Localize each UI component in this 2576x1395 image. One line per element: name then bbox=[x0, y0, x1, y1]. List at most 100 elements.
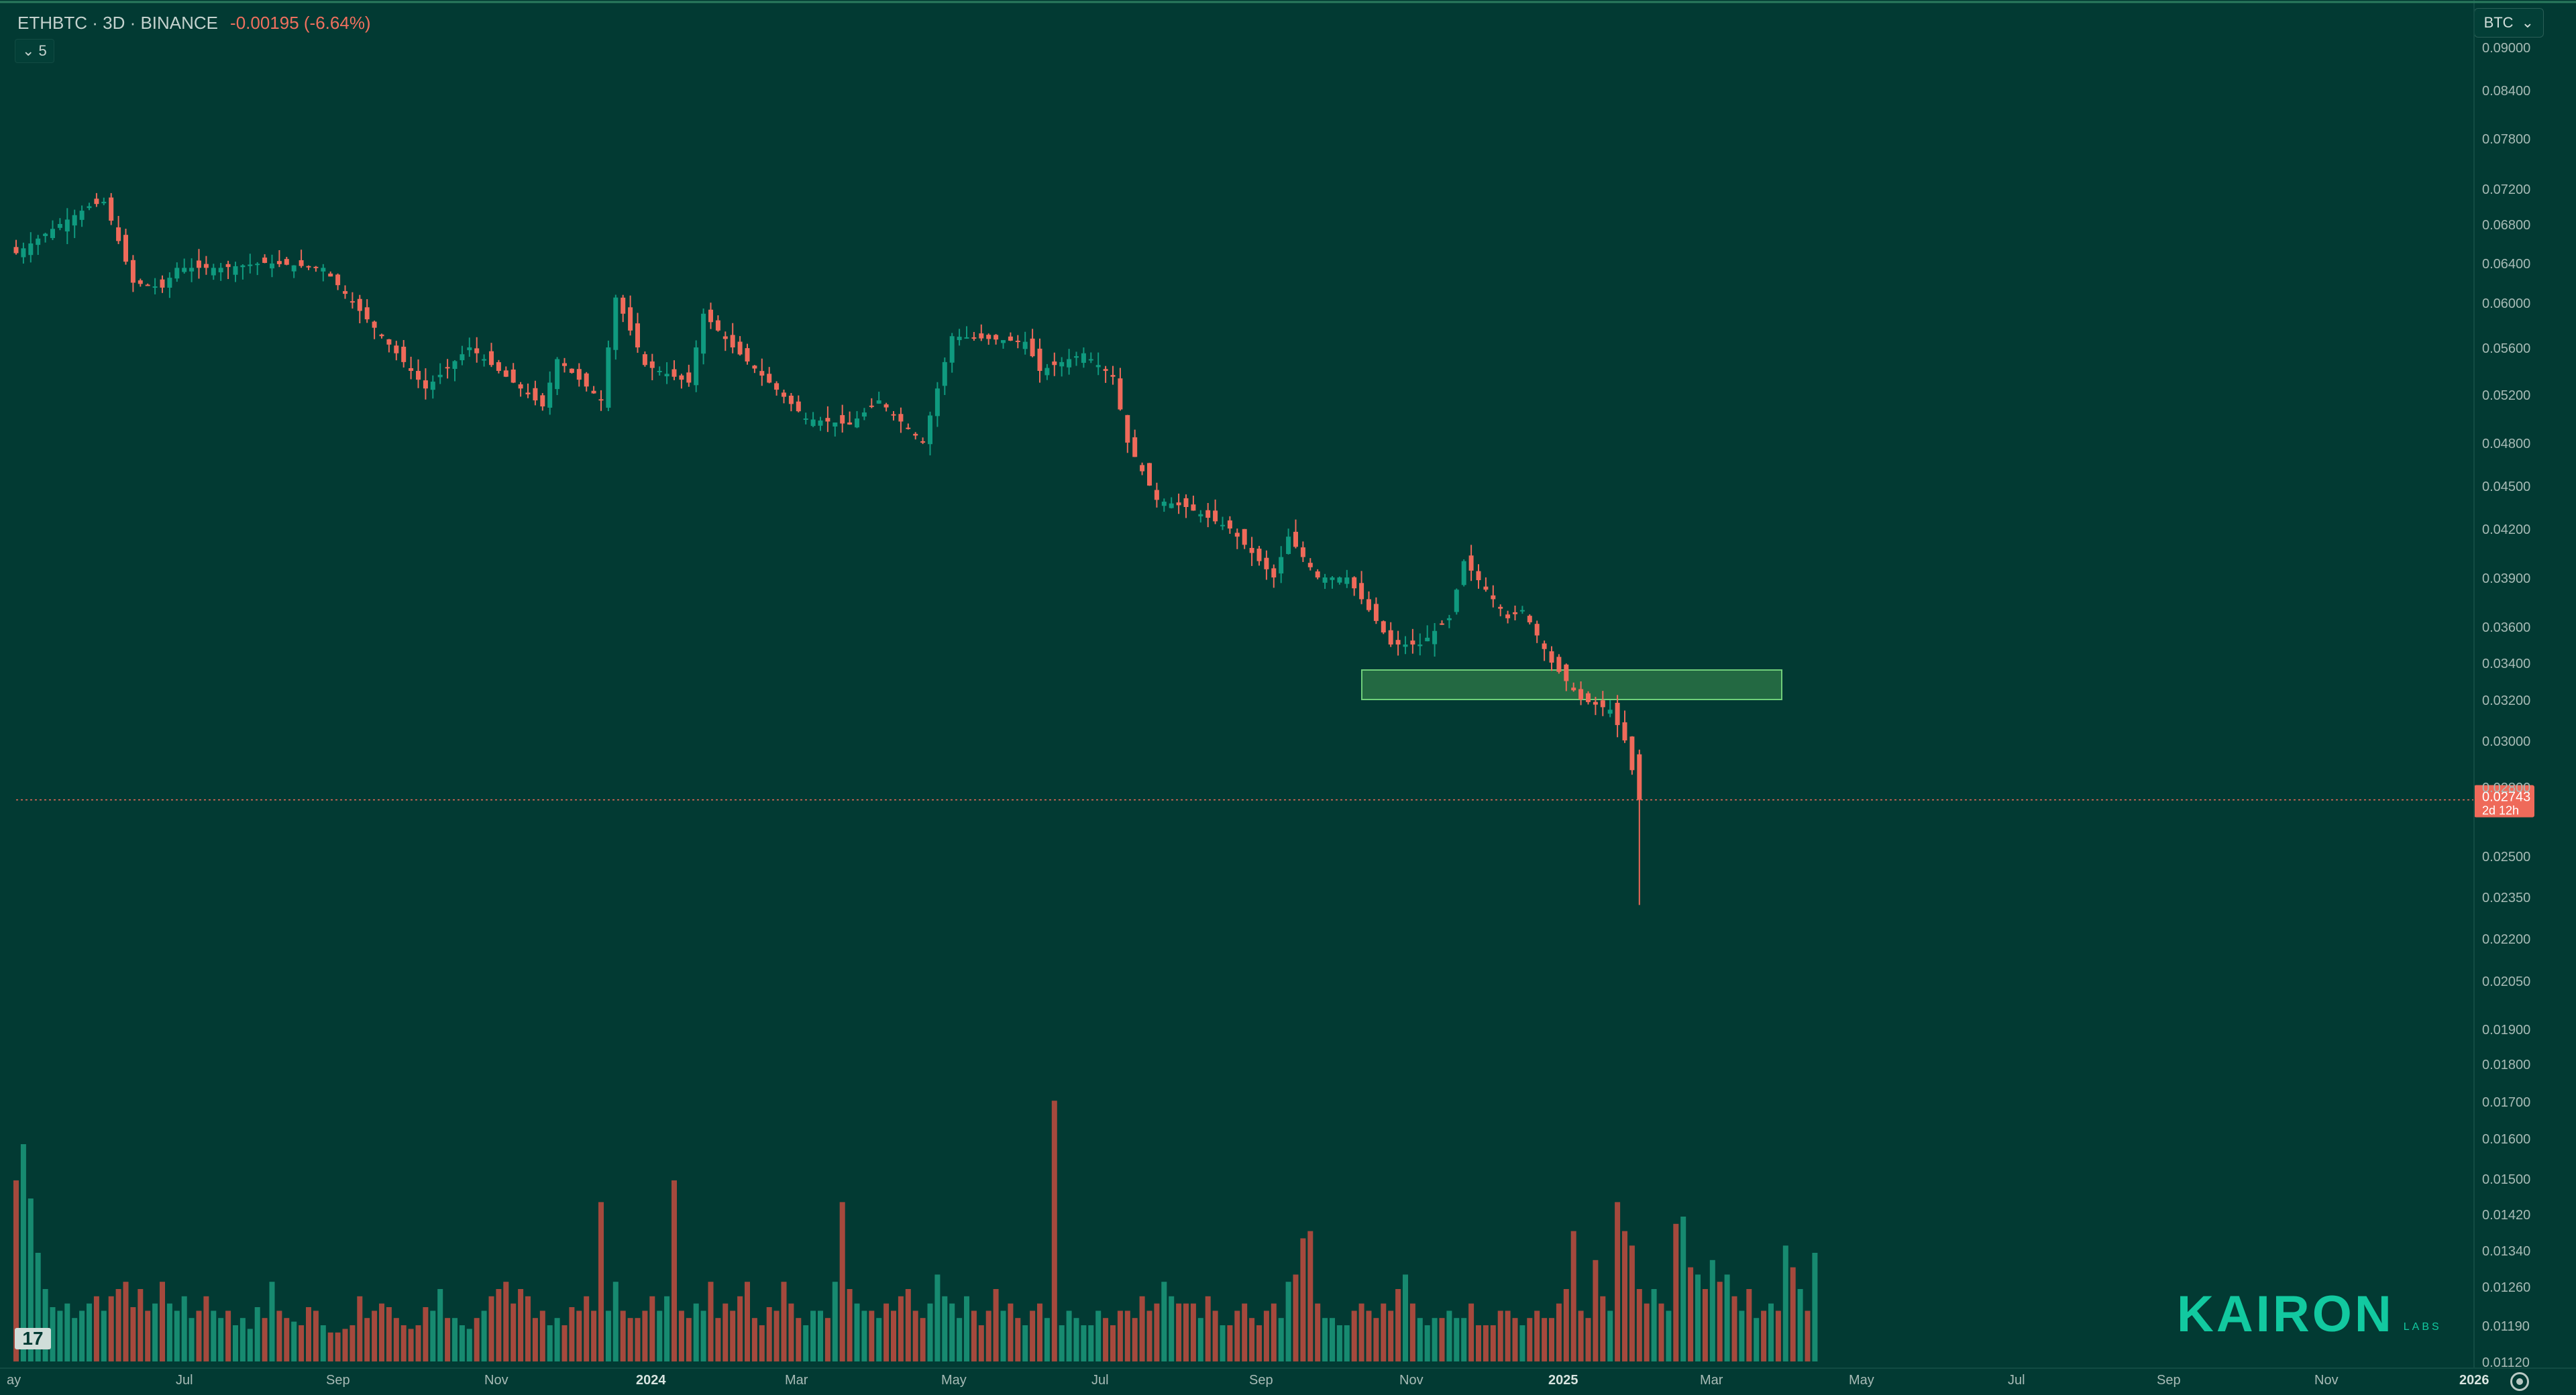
candle-body bbox=[869, 405, 874, 407]
candle-body bbox=[1161, 502, 1167, 506]
gear-icon[interactable] bbox=[2510, 1372, 2529, 1391]
volume-bar bbox=[1205, 1296, 1211, 1361]
candle-body bbox=[569, 368, 574, 373]
candle-body bbox=[445, 367, 450, 369]
candle-body bbox=[1088, 359, 1093, 361]
candle-body bbox=[1022, 341, 1028, 349]
volume-bar bbox=[1366, 1310, 1372, 1361]
volume-bar bbox=[554, 1318, 560, 1361]
candle-body bbox=[313, 266, 319, 268]
candle-body bbox=[64, 219, 70, 232]
volume-bar bbox=[1300, 1238, 1306, 1361]
candle-body bbox=[1403, 645, 1408, 647]
volume-bar bbox=[488, 1296, 494, 1361]
candle-body bbox=[437, 374, 443, 378]
volume-bar bbox=[1088, 1325, 1094, 1361]
candle-body bbox=[1154, 490, 1159, 500]
y-tick-label: 0.06000 bbox=[2482, 296, 2530, 311]
volume-bar bbox=[218, 1318, 224, 1361]
candle-body bbox=[1381, 621, 1386, 632]
candle-body bbox=[423, 380, 428, 389]
volume-bar bbox=[1812, 1253, 1818, 1361]
volume-bar bbox=[773, 1310, 780, 1361]
volume-bar bbox=[393, 1318, 399, 1361]
candle-body bbox=[503, 370, 508, 377]
y-tick-label: 0.07200 bbox=[2482, 182, 2530, 197]
volume-bar bbox=[730, 1310, 736, 1361]
candle-body bbox=[101, 201, 107, 204]
candle-body bbox=[979, 333, 984, 339]
y-tick-label: 0.01120 bbox=[2482, 1355, 2530, 1370]
y-tick-label: 0.02350 bbox=[2482, 891, 2530, 905]
volume-bar bbox=[306, 1307, 311, 1361]
candle-body bbox=[1081, 353, 1086, 363]
indicator-toggle[interactable]: ⌄ 5 bbox=[15, 39, 54, 63]
candle-body bbox=[1388, 630, 1393, 645]
candle-body bbox=[240, 265, 246, 268]
candle-body bbox=[1483, 586, 1489, 590]
candle-body bbox=[72, 215, 77, 226]
currency-selector[interactable]: BTC ⌄ bbox=[2473, 8, 2544, 38]
volume-bar bbox=[657, 1310, 663, 1361]
candle-body bbox=[657, 371, 662, 372]
symbol-label[interactable]: ETHBTC · 3D · BINANCE bbox=[17, 12, 219, 33]
candle-body bbox=[1234, 533, 1240, 537]
candle-body bbox=[1578, 689, 1584, 700]
volume-bar bbox=[452, 1318, 458, 1361]
volume-bar bbox=[1263, 1310, 1269, 1361]
candle-body bbox=[145, 284, 150, 286]
x-tick-label: May bbox=[941, 1373, 967, 1388]
volume-bar bbox=[788, 1303, 794, 1361]
candle-body bbox=[701, 313, 706, 354]
volume-bar bbox=[1585, 1318, 1591, 1361]
volume-bar bbox=[1490, 1325, 1496, 1361]
y-tick-label: 0.01900 bbox=[2482, 1023, 2530, 1038]
volume-bar bbox=[379, 1303, 384, 1361]
candle-body bbox=[211, 268, 216, 276]
candle-body bbox=[920, 441, 926, 443]
candle-body bbox=[810, 419, 816, 427]
volume-bar bbox=[430, 1310, 436, 1361]
candle-body bbox=[1271, 568, 1277, 577]
volume-bar bbox=[686, 1318, 692, 1361]
brand-sub: LABS bbox=[2403, 1321, 2442, 1333]
candle-body bbox=[511, 369, 516, 383]
volume-bar bbox=[985, 1310, 991, 1361]
x-tick-label: Jul bbox=[2008, 1373, 2025, 1388]
volume-bar bbox=[1754, 1318, 1760, 1361]
candle-body bbox=[752, 366, 757, 369]
volume-bar bbox=[1454, 1318, 1460, 1361]
volume-bar bbox=[781, 1282, 787, 1361]
volume-bar bbox=[1403, 1274, 1408, 1361]
candle-body bbox=[489, 351, 494, 366]
candle-body bbox=[525, 392, 531, 394]
volume-bar bbox=[1775, 1310, 1781, 1361]
x-tick-label: 2024 bbox=[636, 1373, 666, 1388]
volume-bar bbox=[50, 1307, 56, 1361]
candle-body bbox=[686, 372, 692, 383]
volume-bar bbox=[276, 1310, 282, 1361]
candle-body bbox=[1242, 528, 1247, 545]
x-tick-label: Nov bbox=[2314, 1373, 2339, 1388]
candle-body bbox=[942, 361, 947, 386]
volume-bar bbox=[57, 1310, 63, 1361]
volume-bar bbox=[818, 1310, 823, 1361]
volume-bar bbox=[678, 1310, 684, 1361]
volume-bar bbox=[79, 1310, 85, 1361]
volume-bar bbox=[415, 1325, 421, 1361]
candle-body bbox=[248, 264, 253, 266]
candle-body bbox=[1147, 463, 1152, 486]
y-tick-label: 0.05600 bbox=[2482, 341, 2530, 356]
candle-body bbox=[533, 388, 538, 400]
volume-bar bbox=[539, 1310, 545, 1361]
volume-bar bbox=[174, 1310, 180, 1361]
volume-bar bbox=[891, 1310, 896, 1361]
volume-bar bbox=[1015, 1318, 1021, 1361]
volume-bar bbox=[1322, 1318, 1328, 1361]
volume-bar bbox=[964, 1296, 969, 1361]
volume-bar bbox=[335, 1332, 341, 1361]
candle-body bbox=[928, 415, 932, 445]
candle-body bbox=[1571, 687, 1576, 691]
volume-bar bbox=[1073, 1318, 1079, 1361]
